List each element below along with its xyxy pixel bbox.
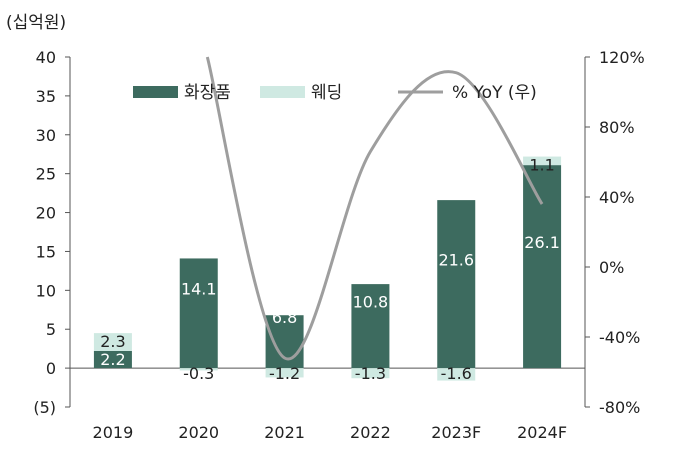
x-tick-label: 2021 <box>264 423 305 442</box>
bar-wedding <box>93 333 132 351</box>
left-tick-label: 40 <box>36 48 56 67</box>
left-tick-label: 35 <box>36 87 56 106</box>
right-tick-label: 0% <box>599 258 624 277</box>
bar-wedding <box>437 368 476 381</box>
cosmetics-value-label: 2.2 <box>100 350 125 369</box>
left-tick-label: 15 <box>36 242 56 261</box>
wedding-value-label: -0.3 <box>183 364 214 383</box>
bar-labels: 2.22.3 14.1 -0.3 6.8 -1.2 10.8 -1.3 21.6 -1.6 26.… <box>100 156 560 384</box>
legend-label-yoy: % YoY (우) <box>452 83 537 103</box>
bar-wedding <box>179 368 218 371</box>
left-tick-label: 30 <box>36 126 56 145</box>
bar-cosmetics <box>351 284 390 369</box>
x-tick-label: 2019 <box>93 423 134 442</box>
right-tick-label: 40% <box>599 188 635 207</box>
bar-cosmetics <box>179 258 218 369</box>
cosmetics-value-label: 6.8 <box>272 308 297 327</box>
cosmetics-value-label: 26.1 <box>524 233 560 252</box>
legend-swatch-wedding <box>260 86 305 98</box>
yoy-line <box>205 56 544 361</box>
x-tick-label: 2023F <box>431 423 481 442</box>
cosmetics-value-label: 10.8 <box>353 292 389 311</box>
bars <box>93 156 562 381</box>
bar-cosmetics <box>437 200 476 369</box>
right-tick-label: 80% <box>599 118 635 137</box>
wedding-value-label: 2.3 <box>100 332 125 351</box>
x-tick-label: 2020 <box>178 423 219 442</box>
legend-swatch-cosmetics <box>133 86 178 98</box>
wedding-value-label: 1.1 <box>529 156 554 175</box>
x-tick-label: 2022 <box>350 423 391 442</box>
cosmetics-value-label: 21.6 <box>438 250 474 269</box>
left-tick-label: 20 <box>36 204 56 223</box>
left-tick-label: 0 <box>46 359 56 378</box>
bar-wedding <box>523 156 562 166</box>
bar-cosmetics <box>523 165 562 369</box>
legend: 화장품 웨딩 % YoY (우) <box>133 83 537 103</box>
wedding-value-label: -1.3 <box>355 364 386 383</box>
yoy-line-layer <box>205 56 544 361</box>
axes: (5) 0 5 10 15 20 25 30 35 40 -80% -40% 0% 40% 80% 120% 2… <box>33 48 644 442</box>
bar-wedding <box>265 368 304 378</box>
right-tick-label: -80% <box>599 398 640 417</box>
left-tick-label: 10 <box>36 281 56 300</box>
x-tick-label: 2024F <box>517 423 567 442</box>
right-tick-label: -40% <box>599 328 640 347</box>
left-tick-label: (5) <box>33 398 56 417</box>
left-tick-label: 25 <box>36 165 56 184</box>
bar-wedding <box>351 368 390 379</box>
y-axis-unit-label: (십억원) <box>6 13 66 33</box>
legend-label-wedding: 웨딩 <box>311 83 342 103</box>
wedding-value-label: -1.2 <box>269 364 300 383</box>
legend-label-cosmetics: 화장품 <box>184 83 231 103</box>
cosmetics-value-label: 14.1 <box>181 280 217 299</box>
bar-cosmetics <box>93 351 132 369</box>
wedding-value-label: -1.6 <box>441 364 472 383</box>
right-tick-label: 120% <box>599 48 645 67</box>
left-tick-label: 5 <box>46 320 56 339</box>
